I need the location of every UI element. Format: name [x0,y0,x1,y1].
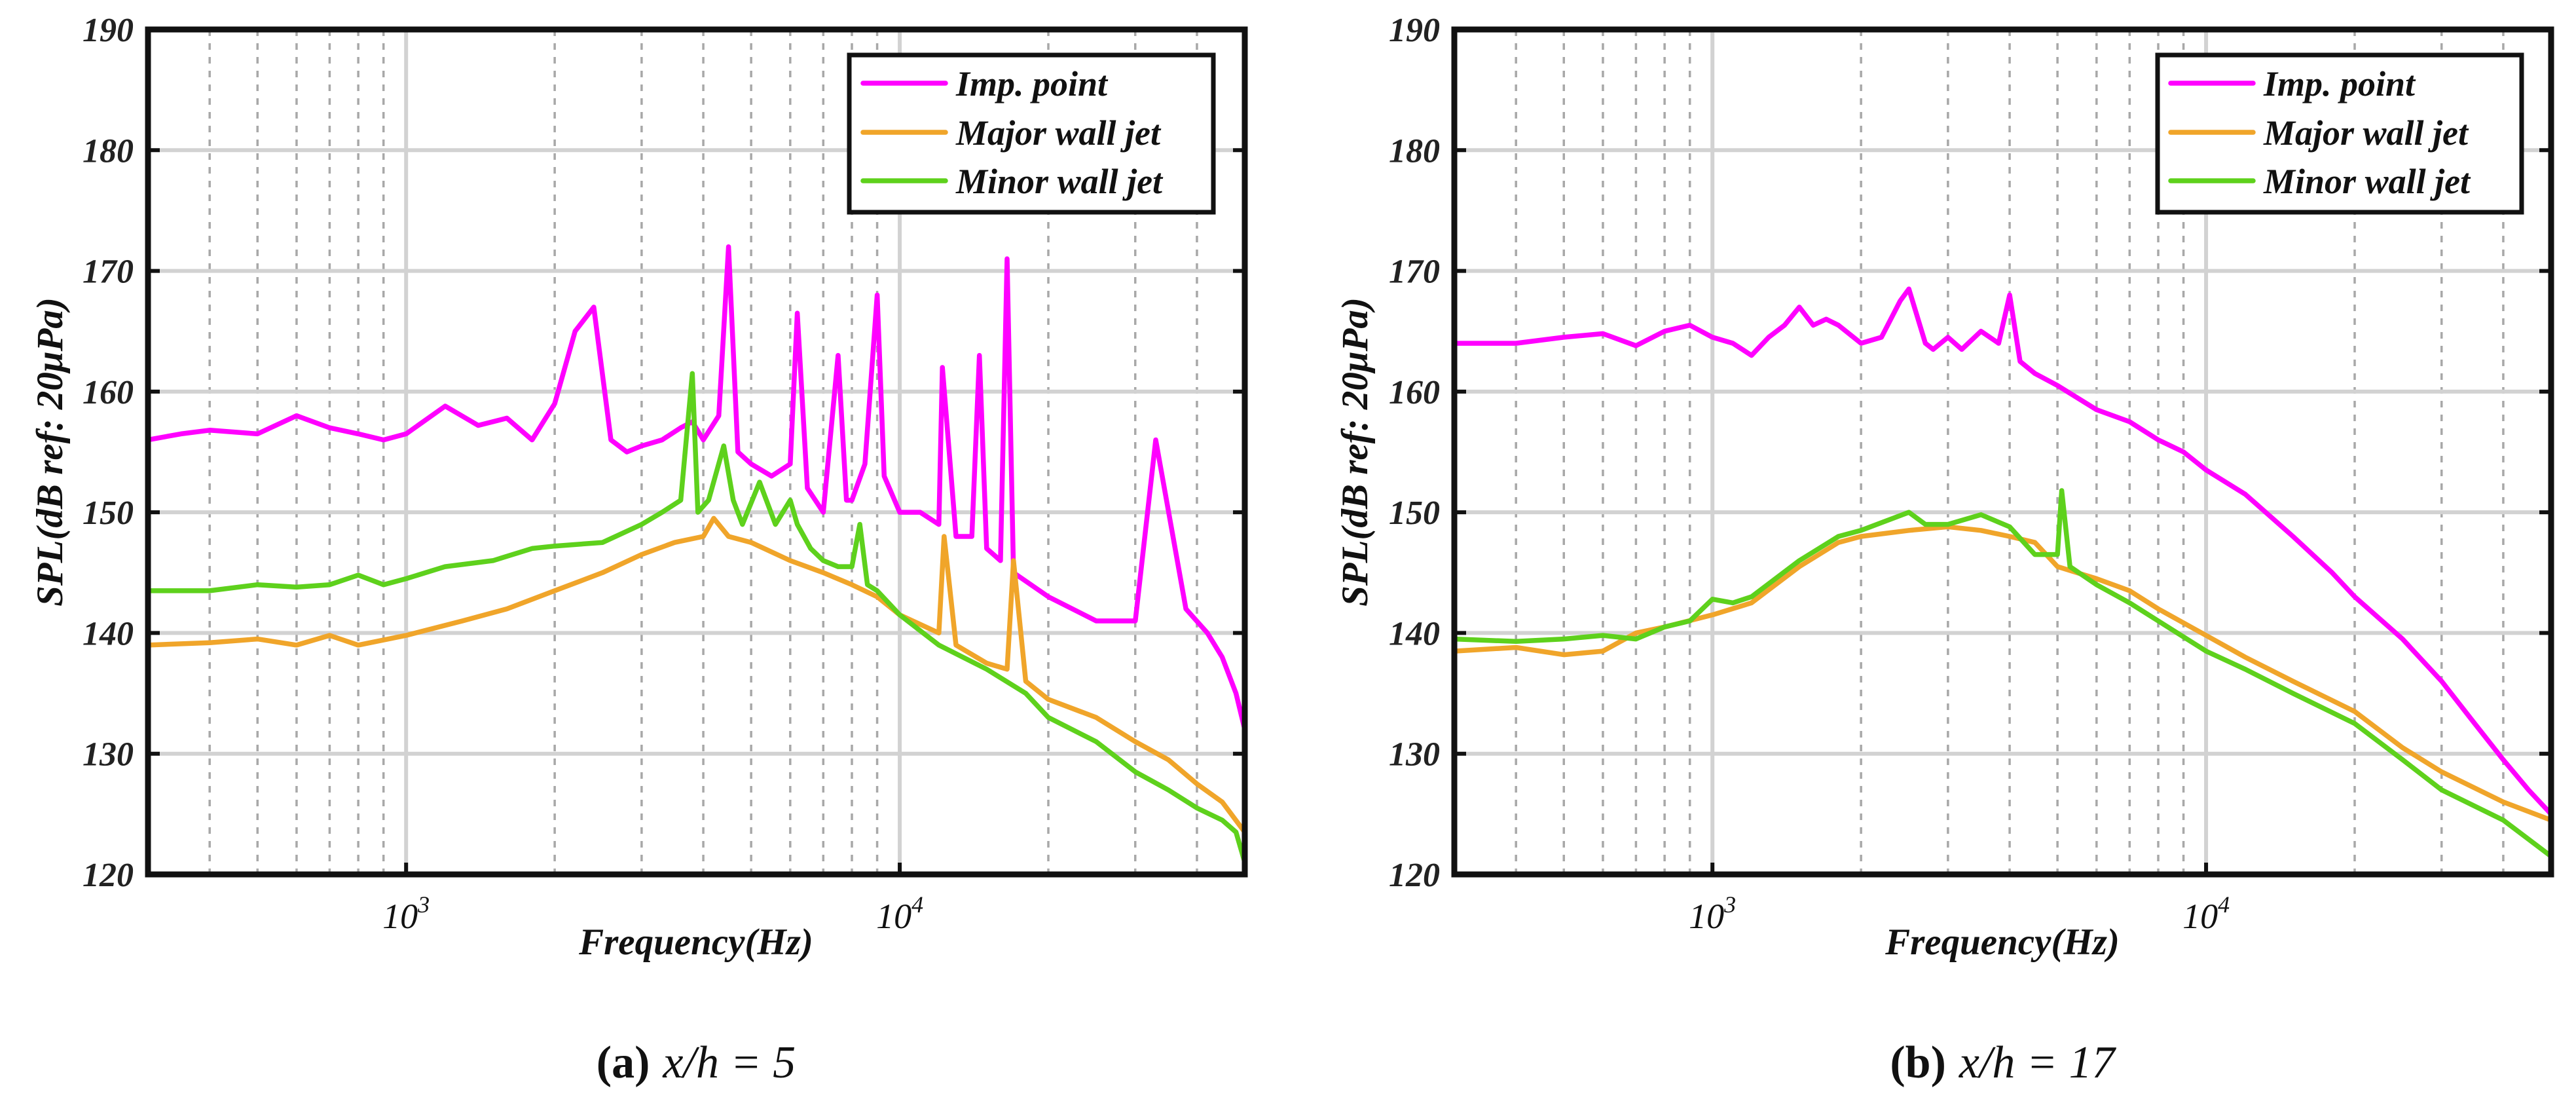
panel-b-legend-label-major-wall-jet: Major wall jet [2263,113,2469,153]
panel-b-caption-tag: (b) [1890,1038,1946,1088]
panel-b-ytick-label: 170 [1389,253,1440,291]
panel-b-ytick-label: 120 [1389,857,1440,894]
panel-b-series-minor-wall-jet [1452,488,2554,859]
panel-a-ytick-label: 130 [83,736,134,774]
panel-a-series-major-wall-jet [145,515,1247,835]
panel-b-legend: Imp. point Major wall jet Minor wall jet [2155,52,2524,215]
panel-a-caption: (a) x/h = 5 [597,1038,796,1088]
panel-a-ytick-label: 140 [83,615,134,652]
panel-b-ytick-label: 150 [1389,495,1440,532]
panel-b-ytick-label: 190 [1389,12,1440,49]
panel-a-legend-label-minor-wall-jet: Minor wall jet [955,162,1164,201]
panel-b-legend-label-imp-point: Imp. point [2263,64,2416,103]
panel-b-xtick-label: 104 [2182,891,2230,936]
panel-b-series [1452,286,2554,859]
panel-b: 120 130 140 150 160 170 180 190 103 104 Frequency… [1334,12,2554,1088]
panel-a-ytick-label: 180 [83,132,134,170]
panel-b-ytick-label: 130 [1389,736,1440,774]
panel-b-xtick-label: 103 [1689,891,1736,936]
panel-a-ytick-label: 150 [83,495,134,532]
panel-b-ytick-label: 140 [1389,615,1440,652]
panel-a-xlabel: Frequency(Hz) [578,922,813,963]
panel-a-legend-label-imp-point: Imp. point [955,64,1109,103]
panel-b-ylabel: SPL(dB ref: 20μPa) [1334,297,1376,607]
panel-a-series-minor-wall-jet [145,371,1247,865]
panel-a-ticks: 120 130 140 150 160 170 180 190 103 104 [83,12,1245,936]
panel-a-legend-label-major-wall-jet: Major wall jet [955,113,1162,153]
panel-a-xtick-label: 103 [382,891,430,936]
panel-b-caption: (b) x/h = 17 [1890,1038,2116,1088]
panel-a-caption-subtitle: x/h = 5 [662,1038,796,1088]
panel-b-series-major-wall-jet [1452,524,2554,823]
panel-a-caption-tag: (a) [597,1038,650,1088]
panel-b-ticks: 120 130 140 150 160 170 180 190 103 104 [1389,12,2551,936]
panel-b-legend-label-minor-wall-jet: Minor wall jet [2263,162,2471,201]
panel-a: 120 130 140 150 160 170 180 190 103 104 Frequency… [29,12,1248,1088]
panel-a-ytick-label: 170 [83,253,134,291]
panel-a-series [145,244,1247,865]
panel-b-series-imp-point [1452,286,2554,817]
panel-a-ytick-label: 120 [83,857,134,894]
panel-b-ytick-label: 180 [1389,132,1440,170]
panel-b-xlabel: Frequency(Hz) [1885,922,2120,963]
panel-b-ytick-label: 160 [1389,374,1440,411]
panel-a-ylabel: SPL(dB ref: 20μPa) [29,297,71,607]
panel-a-plot-frame [145,26,1248,878]
panel-a-ytick-label: 190 [83,12,134,49]
panel-b-caption-subtitle: x/h = 17 [1959,1038,2117,1088]
panel-a-ytick-label: 160 [83,374,134,411]
panel-a-legend: Imp. point Major wall jet Minor wall jet [847,52,1216,215]
panel-a-series-imp-point [145,244,1247,732]
panel-b-plot-frame [1451,26,2554,878]
panel-a-xtick-label: 104 [876,891,923,936]
